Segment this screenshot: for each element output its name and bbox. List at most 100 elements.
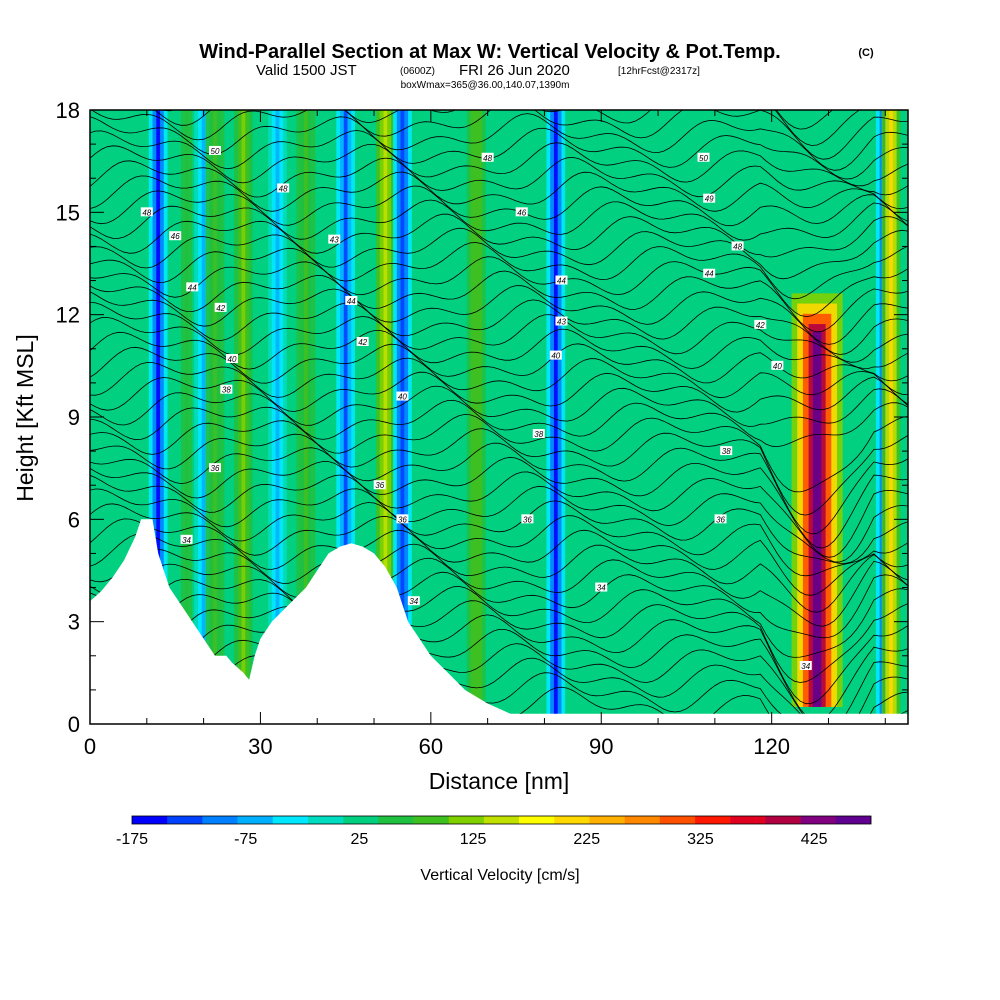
theta-contour-33 xyxy=(90,213,908,258)
velocity-band-5-2 xyxy=(275,110,280,724)
colorbar-label-5: 325 xyxy=(687,831,714,848)
contour-label-3: 48 xyxy=(481,152,494,163)
velocity-band-9-2 xyxy=(400,110,405,724)
svg-text:42: 42 xyxy=(216,304,225,313)
colorbar-swatch-8 xyxy=(413,816,450,824)
svg-text:48: 48 xyxy=(279,184,288,193)
theta-contour-20 xyxy=(90,399,908,448)
contour-label-30: 36 xyxy=(396,514,409,524)
svg-text:38: 38 xyxy=(222,386,231,395)
contour-label-26: 36 xyxy=(373,480,386,490)
x-tick-label-0: 0 xyxy=(84,734,96,759)
theta-contour-26 xyxy=(90,314,908,363)
svg-text:46: 46 xyxy=(517,208,526,217)
theta-contour-16 xyxy=(90,456,908,549)
contour-label-22: 40 xyxy=(396,391,409,402)
colorbar-swatch-17 xyxy=(730,816,766,824)
velocity-band-14-2 xyxy=(889,110,893,724)
colorbar-label-1: -75 xyxy=(234,831,257,848)
theta-contour-5 xyxy=(90,614,908,705)
terrain-mask xyxy=(90,519,908,724)
svg-text:46: 46 xyxy=(171,232,180,241)
theta-contour-18 xyxy=(90,428,908,516)
y-tick-label-2: 6 xyxy=(68,507,80,532)
contour-label-27: 36 xyxy=(521,514,534,524)
colorbar-swatch-4 xyxy=(272,816,309,824)
contour-label-29: 34 xyxy=(180,534,193,545)
theta-contour-36 xyxy=(90,171,908,212)
colorbar-swatch-7 xyxy=(378,816,414,824)
svg-text:36: 36 xyxy=(716,515,725,524)
velocity-band-2-2 xyxy=(201,110,206,724)
theta-contour-14 xyxy=(90,485,908,563)
theta-contour-22 xyxy=(90,371,908,413)
contour-label-17: 42 xyxy=(754,319,767,330)
theta-contour-19 xyxy=(90,413,908,493)
theta-contour-29 xyxy=(90,270,908,333)
contour-label-9: 48 xyxy=(731,241,744,251)
theta-contour-13 xyxy=(90,500,908,564)
colorbar: -175 -75 25 125 225 325 425 xyxy=(116,815,872,848)
contour-label-13: 44 xyxy=(703,268,716,279)
svg-text:40: 40 xyxy=(773,362,782,371)
svg-text:38: 38 xyxy=(722,447,731,456)
svg-text:34: 34 xyxy=(409,597,418,606)
contour-label-21: 38 xyxy=(220,384,233,395)
contour-label-14: 42 xyxy=(214,302,227,313)
theta-contour-32 xyxy=(90,227,908,280)
svg-text:42: 42 xyxy=(756,321,765,330)
theta-contour-31 xyxy=(90,242,908,300)
x-tick-label-3: 90 xyxy=(589,734,613,759)
theta-contour-23 xyxy=(90,357,908,399)
theta-contour-15 xyxy=(90,471,908,558)
colorbar-swatch-12 xyxy=(554,816,590,824)
contour-label-11: 44 xyxy=(345,296,358,306)
y-tick-label-1: 3 xyxy=(68,610,80,635)
contour-label-20: 40 xyxy=(771,360,784,371)
theta-contour-9 xyxy=(90,557,908,627)
velocity-band-1-2 xyxy=(184,110,189,724)
valid-date: FRI 26 Jun 2020 xyxy=(459,62,570,79)
contour-label-0: 48 xyxy=(140,207,153,217)
svg-text:43: 43 xyxy=(330,236,339,245)
svg-text:50: 50 xyxy=(211,147,220,156)
svg-text:36: 36 xyxy=(523,515,532,524)
colorbar-title: Vertical Velocity [cm/s] xyxy=(420,867,579,884)
theta-contour-28 xyxy=(90,285,908,345)
colorbar-label-3: 125 xyxy=(460,831,487,848)
svg-text:44: 44 xyxy=(705,270,714,279)
y-tick-label-3: 9 xyxy=(68,405,80,430)
contour-label-19: 40 xyxy=(549,350,562,361)
copyright-mark: (C) xyxy=(858,47,874,59)
colorbar-swatch-5 xyxy=(307,816,344,824)
colorbar-swatch-3 xyxy=(237,816,274,824)
svg-text:44: 44 xyxy=(557,277,566,286)
contour-labels: 48 50 48 48 50 46 46 49 43 48 44 44 44 44 42 42 43 42 40 40… xyxy=(140,145,812,671)
svg-text:34: 34 xyxy=(801,662,810,671)
contour-label-25: 36 xyxy=(208,463,221,473)
colorbar-label-6: 425 xyxy=(801,831,828,848)
svg-text:34: 34 xyxy=(597,584,606,593)
colorbar-label-2: 25 xyxy=(350,831,368,848)
svg-text:36: 36 xyxy=(211,464,220,473)
contour-label-2: 48 xyxy=(277,183,290,193)
theta-contour-12 xyxy=(90,515,908,577)
x-tick-label-4: 120 xyxy=(753,734,790,759)
svg-text:42: 42 xyxy=(358,338,367,347)
contour-label-1: 50 xyxy=(208,145,221,156)
svg-text:44: 44 xyxy=(347,297,356,306)
colorbar-swatch-2 xyxy=(202,816,238,824)
velocity-band-8-2 xyxy=(383,110,388,724)
colorbar-swatch-13 xyxy=(589,816,625,824)
contour-label-10: 44 xyxy=(186,282,199,292)
contour-label-32: 34 xyxy=(595,582,608,593)
contour-label-8: 43 xyxy=(328,234,341,245)
contour-label-12: 44 xyxy=(555,275,568,286)
y-tick-label-4: 12 xyxy=(56,303,80,328)
colorbar-swatch-11 xyxy=(519,816,555,824)
velocity-band-0-2 xyxy=(156,110,161,724)
contour-label-28: 36 xyxy=(714,514,727,524)
y-axis-title: Height [Kft MSL] xyxy=(12,334,38,501)
colorbar-swatch-20 xyxy=(835,816,872,824)
